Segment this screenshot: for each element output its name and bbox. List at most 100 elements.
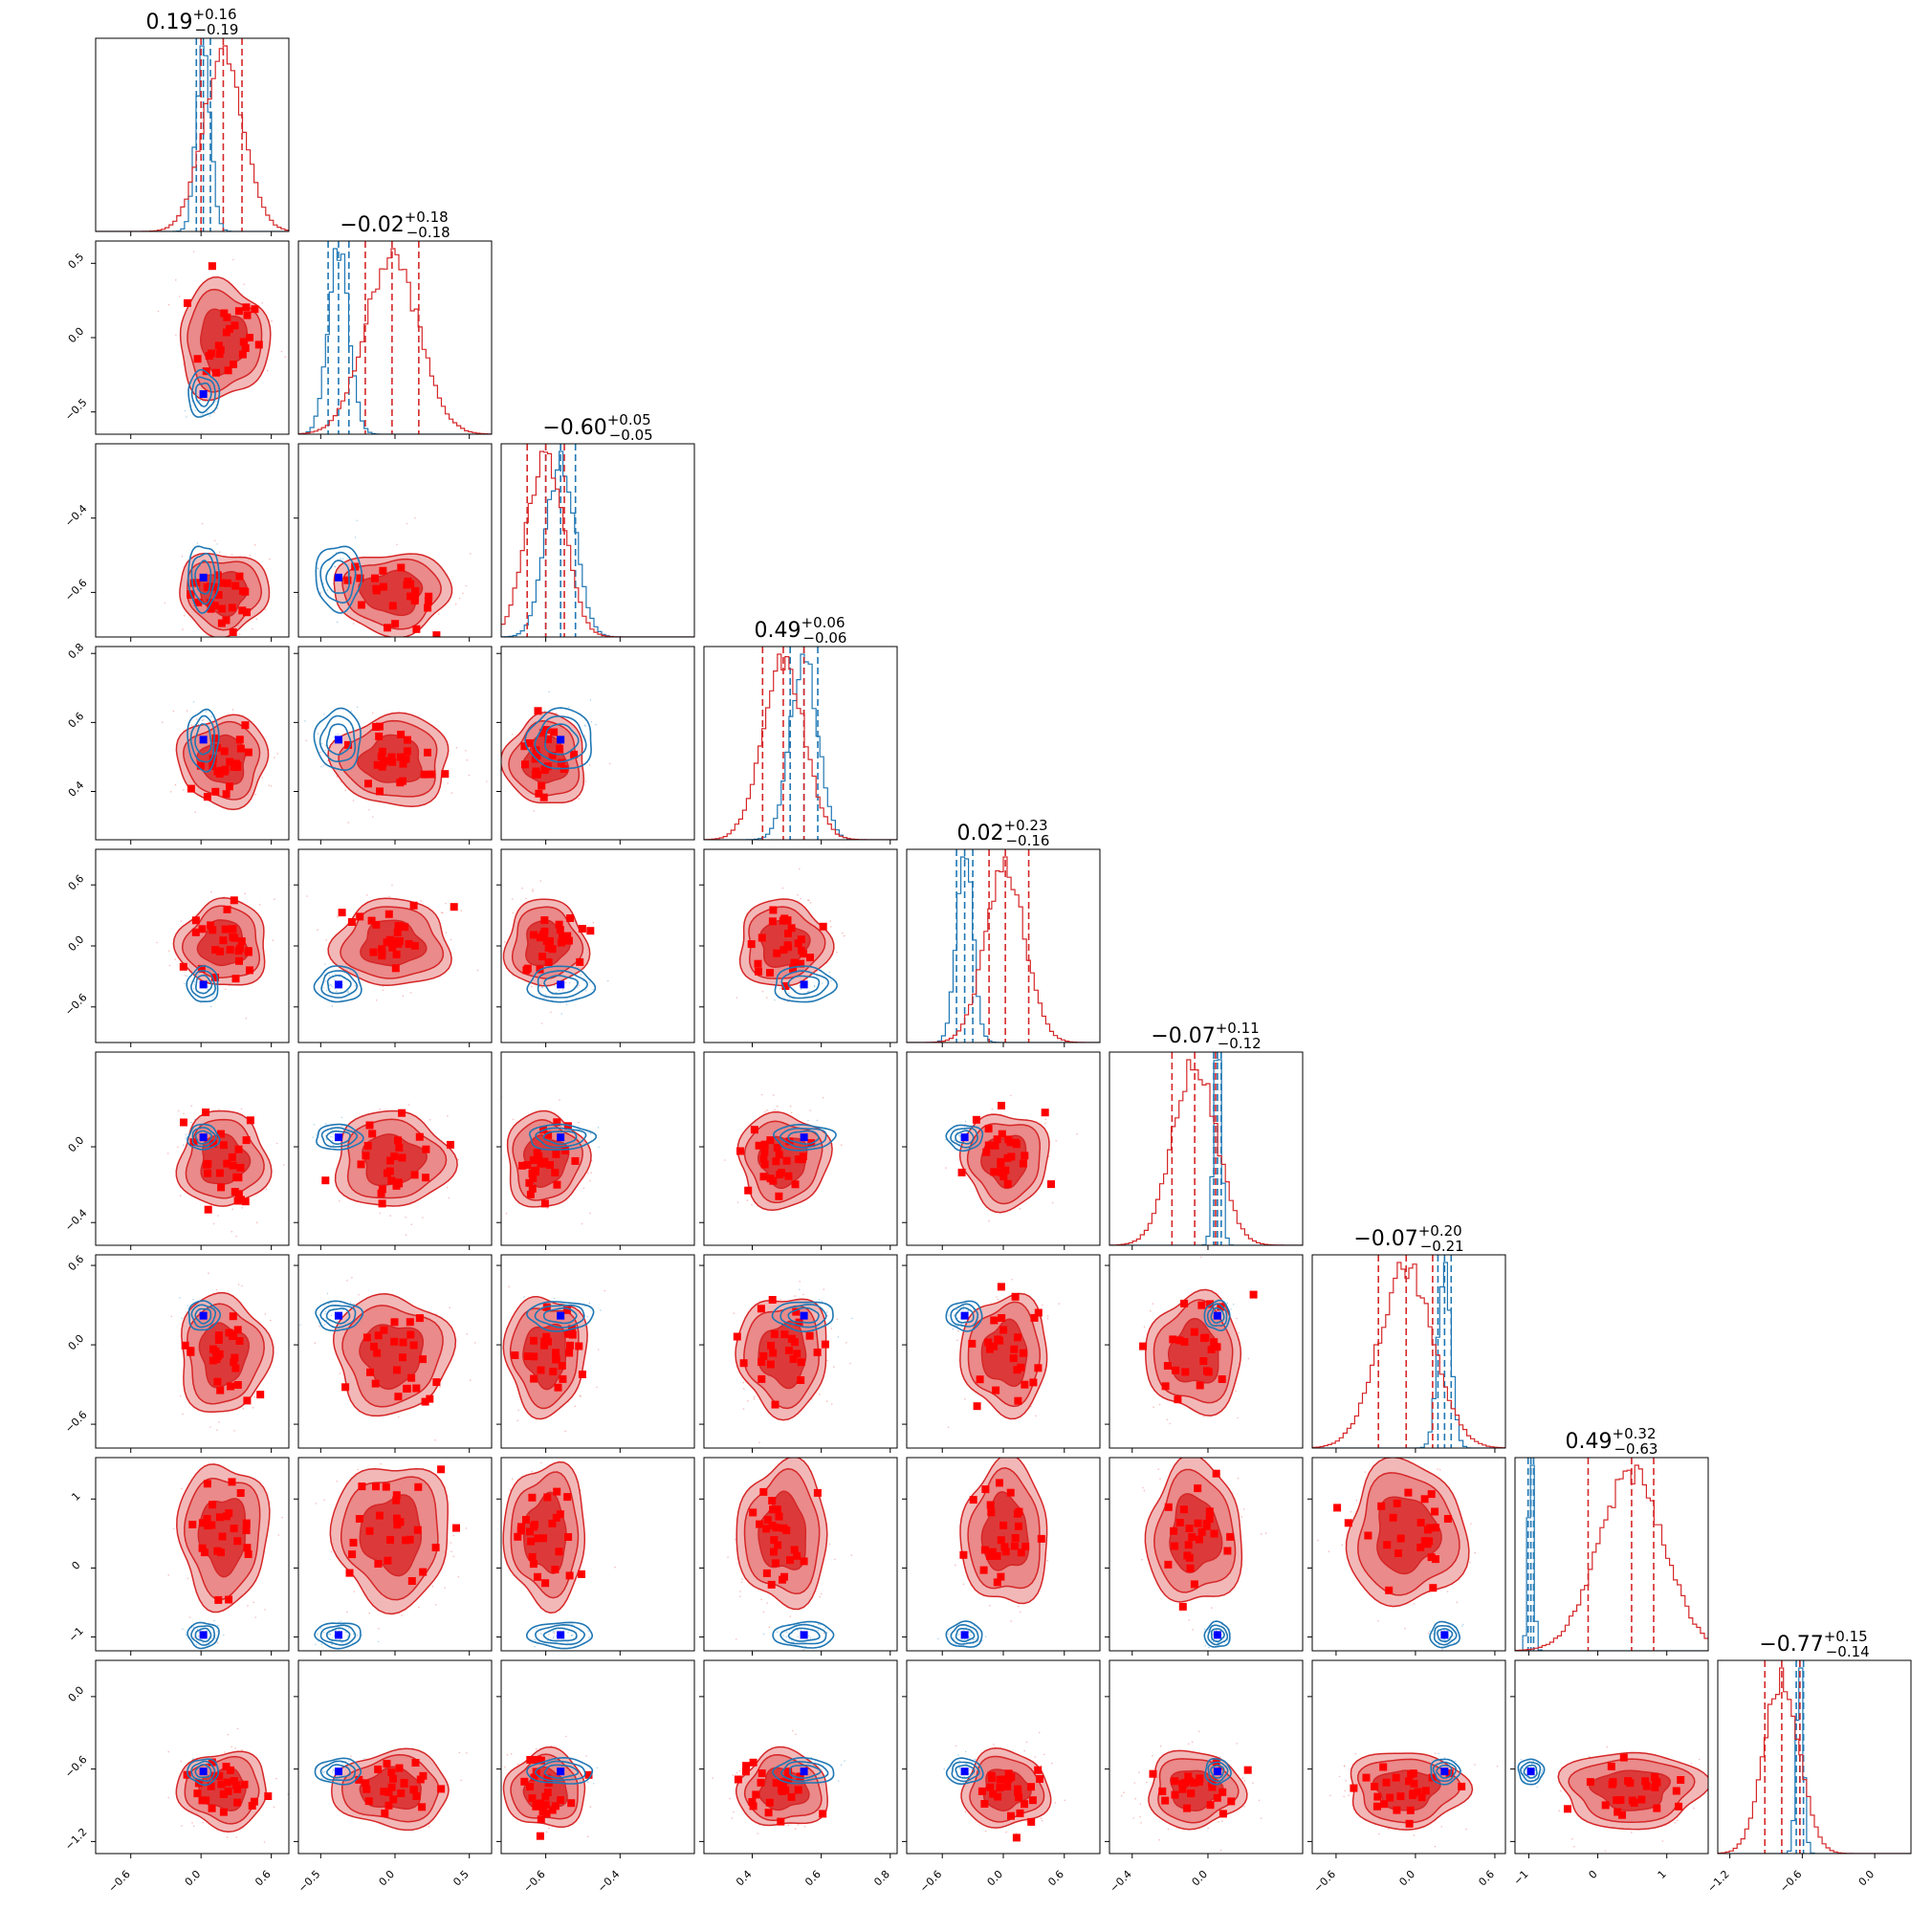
red-marker xyxy=(550,728,559,736)
panel-content xyxy=(298,241,492,434)
sample-dot xyxy=(185,975,187,977)
panel-1-1 xyxy=(297,240,493,439)
sample-dot xyxy=(194,811,196,813)
red-marker xyxy=(347,918,356,926)
sample-dot xyxy=(336,915,339,918)
sample-dot xyxy=(797,1636,799,1638)
sample-dot xyxy=(372,816,374,818)
red-marker xyxy=(552,1355,560,1364)
red-marker xyxy=(396,753,405,761)
red-marker xyxy=(226,946,234,954)
sample-dot xyxy=(378,1640,380,1643)
sample-dot xyxy=(542,1455,544,1457)
sample-dot xyxy=(505,1212,508,1215)
red-marker xyxy=(980,1546,989,1554)
sample-dot xyxy=(1158,1403,1161,1406)
sample-dot xyxy=(552,1632,554,1634)
sample-dot xyxy=(350,711,352,713)
true-value-marker xyxy=(199,573,208,582)
sample-dot xyxy=(178,1109,180,1112)
sample-dot xyxy=(785,1636,787,1638)
sample-dot xyxy=(733,1312,735,1314)
red-marker xyxy=(565,1349,574,1357)
y-tick-label: −1 xyxy=(66,1625,86,1645)
sample-dot xyxy=(215,1637,217,1640)
red-marker xyxy=(770,1329,779,1338)
sample-dot xyxy=(347,822,350,823)
y-tick-label: −0.4 xyxy=(62,502,89,529)
sample-dot xyxy=(482,1476,484,1478)
red-marker xyxy=(739,1359,748,1368)
sample-dot xyxy=(494,757,495,758)
sample-dot xyxy=(972,1643,975,1645)
red-marker xyxy=(979,1566,988,1574)
blue-contour xyxy=(1206,1303,1228,1327)
red-marker xyxy=(1175,1336,1184,1345)
y-tick-label: 0.0 xyxy=(66,1332,87,1353)
sample-dot xyxy=(340,1125,343,1128)
red-marker xyxy=(209,755,217,762)
sample-dot xyxy=(335,1629,337,1632)
sample-dot xyxy=(1444,1641,1446,1644)
sample-dot xyxy=(991,1109,994,1110)
sample-dot xyxy=(564,1430,566,1433)
red-marker xyxy=(1011,1534,1020,1542)
red-marker xyxy=(1201,1333,1210,1342)
red-marker xyxy=(526,1527,534,1536)
red-marker xyxy=(379,566,387,575)
sample-dot xyxy=(208,1272,209,1274)
y-tick-label: −0.4 xyxy=(62,1207,89,1234)
red-marker xyxy=(1396,1534,1405,1543)
red-marker xyxy=(362,1333,371,1342)
sample-dot xyxy=(793,1624,796,1627)
sample-dot xyxy=(183,1112,185,1115)
sample-dot xyxy=(444,1587,446,1589)
red-marker xyxy=(222,616,231,625)
sample-dot xyxy=(607,979,609,982)
title-minus: −0.19 xyxy=(194,21,238,38)
red-marker xyxy=(529,1560,538,1569)
panel-content xyxy=(314,1462,468,1650)
sample-dot xyxy=(1450,1638,1452,1641)
sample-dot xyxy=(809,1637,812,1639)
red-marker xyxy=(212,368,220,377)
red-marker xyxy=(759,1351,768,1360)
red-marker xyxy=(529,1175,538,1182)
red-marker xyxy=(544,1131,553,1139)
sample-dot xyxy=(845,1342,847,1344)
red-marker xyxy=(774,1541,782,1549)
sample-dot xyxy=(766,1109,768,1111)
sample-dot xyxy=(1438,1469,1441,1471)
blue-contour xyxy=(524,707,592,770)
sample-dot xyxy=(521,887,523,889)
y-tick-label: −0.6 xyxy=(62,991,89,1018)
red-marker xyxy=(771,1400,779,1409)
red-marker xyxy=(534,1534,542,1543)
sample-dot xyxy=(284,356,286,359)
blue-contour xyxy=(542,1306,578,1325)
panel-content xyxy=(1109,1052,1303,1245)
sample-dot xyxy=(182,1413,184,1416)
red-marker xyxy=(373,760,382,769)
red-marker xyxy=(540,1199,549,1208)
sample-dot xyxy=(410,1223,413,1225)
sample-dot xyxy=(953,1314,955,1316)
sample-dot xyxy=(553,1298,556,1300)
sample-dot xyxy=(962,1583,965,1586)
true-value-marker xyxy=(557,1133,565,1142)
sample-dot xyxy=(408,648,410,649)
sample-dot xyxy=(167,1750,169,1753)
sample-dot xyxy=(275,1142,278,1145)
sample-dot xyxy=(241,1284,243,1287)
sample-dot xyxy=(576,981,578,984)
sample-dot xyxy=(581,1222,583,1225)
sample-dot xyxy=(957,1329,959,1332)
red-marker xyxy=(406,1535,414,1544)
blue-contour xyxy=(1210,1628,1225,1643)
red-marker xyxy=(1212,1469,1220,1478)
red-marker xyxy=(181,1341,189,1350)
true-value-marker xyxy=(199,980,208,989)
sample-dot xyxy=(1429,1441,1431,1443)
sample-dot xyxy=(174,783,177,786)
red-marker xyxy=(244,947,252,955)
